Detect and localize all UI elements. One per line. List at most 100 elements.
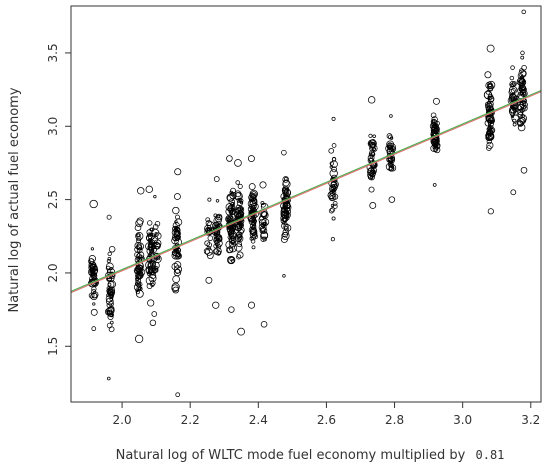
data-point xyxy=(171,282,180,291)
data-point xyxy=(236,251,244,259)
y-tick-label: 1.5 xyxy=(46,337,60,356)
data-point xyxy=(388,165,395,172)
data-point xyxy=(228,198,236,206)
data-point xyxy=(281,195,290,205)
data-point xyxy=(137,275,142,280)
data-point xyxy=(486,83,494,91)
data-point xyxy=(90,292,98,301)
data-point xyxy=(153,239,162,248)
data-point xyxy=(281,149,287,156)
data-point xyxy=(106,309,111,314)
data-point xyxy=(367,167,376,176)
data-point xyxy=(247,199,256,208)
data-point xyxy=(138,256,143,261)
data-point xyxy=(137,244,142,250)
data-point xyxy=(205,276,213,284)
data-point xyxy=(485,132,495,142)
data-point xyxy=(238,223,244,229)
data-point xyxy=(368,133,373,138)
data-point xyxy=(147,220,153,226)
data-point xyxy=(519,100,528,109)
data-point xyxy=(285,187,289,192)
data-point xyxy=(136,264,143,271)
data-point xyxy=(148,262,154,268)
data-point xyxy=(215,244,222,250)
data-point xyxy=(206,242,213,248)
data-point xyxy=(508,106,516,114)
data-point xyxy=(488,83,492,88)
data-point xyxy=(432,97,440,105)
data-point xyxy=(91,291,99,299)
data-point xyxy=(520,70,527,77)
data-point xyxy=(521,114,525,118)
data-point xyxy=(282,216,289,223)
data-point xyxy=(226,246,233,254)
data-point xyxy=(330,181,337,188)
data-point xyxy=(370,151,376,157)
data-point xyxy=(173,261,182,269)
data-point xyxy=(249,230,258,239)
data-point xyxy=(213,236,220,242)
data-point xyxy=(486,114,495,124)
data-point xyxy=(153,242,161,250)
data-point xyxy=(332,201,338,206)
data-point xyxy=(249,227,258,236)
data-point xyxy=(136,242,144,251)
data-point xyxy=(213,176,220,182)
data-point xyxy=(329,161,334,166)
data-point xyxy=(248,226,257,234)
data-point xyxy=(106,376,111,381)
data-point xyxy=(88,255,96,263)
data-point xyxy=(521,64,527,71)
y-tick-label: 3.0 xyxy=(46,117,60,136)
data-point xyxy=(205,247,213,256)
data-point xyxy=(331,216,336,221)
data-point xyxy=(148,243,156,251)
data-point xyxy=(145,185,153,194)
data-point xyxy=(520,50,525,56)
data-point xyxy=(90,247,94,251)
data-point xyxy=(88,279,96,288)
data-point xyxy=(174,218,183,226)
data-point xyxy=(151,228,160,238)
data-point xyxy=(207,235,214,241)
data-point xyxy=(151,311,158,317)
data-point xyxy=(135,232,144,241)
data-point xyxy=(236,212,244,219)
data-point xyxy=(517,120,523,126)
data-point xyxy=(260,236,266,242)
data-point xyxy=(518,79,525,86)
data-point xyxy=(260,231,269,240)
data-point xyxy=(237,327,245,336)
data-point xyxy=(510,189,517,196)
data-point xyxy=(236,231,242,238)
fit-line xyxy=(70,91,542,294)
data-point xyxy=(148,274,157,283)
data-point xyxy=(485,81,493,90)
data-point xyxy=(329,165,333,169)
data-point xyxy=(517,123,526,132)
data-point xyxy=(282,274,286,278)
data-point xyxy=(228,244,238,253)
data-point xyxy=(487,95,492,101)
data-point xyxy=(106,302,113,309)
data-point xyxy=(260,227,268,234)
data-point xyxy=(372,170,377,175)
data-point xyxy=(332,193,339,200)
data-point xyxy=(172,275,180,283)
data-point xyxy=(213,216,222,225)
x-tick-label: 2.0 xyxy=(113,413,132,427)
data-point xyxy=(136,233,141,238)
data-point xyxy=(239,201,244,205)
data-point xyxy=(283,192,290,199)
data-point xyxy=(135,290,140,295)
data-point xyxy=(386,140,395,149)
data-point xyxy=(487,118,492,123)
data-point xyxy=(369,202,377,209)
data-point xyxy=(230,187,236,194)
x-tick-label: 3.0 xyxy=(453,413,472,427)
data-point xyxy=(109,312,114,318)
data-point xyxy=(329,190,334,195)
data-point xyxy=(107,282,112,287)
data-point xyxy=(174,220,178,224)
